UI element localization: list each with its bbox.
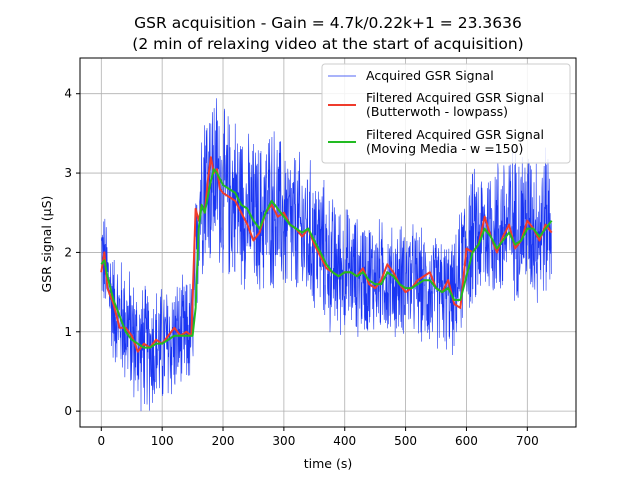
- x-axis-ticks: 0 100 200 300 400 500 600 700: [97, 427, 539, 448]
- y-tick-label: 0: [64, 404, 72, 418]
- legend: Acquired GSR Signal Filtered Acquired GS…: [321, 63, 571, 164]
- axes-frame: [79, 57, 577, 428]
- y-tick-label: 4: [64, 87, 72, 101]
- y-tick-label: 2: [64, 245, 72, 259]
- y-tick-label: 3: [64, 166, 72, 180]
- moving-media-filtered-line: [100, 168, 553, 349]
- x-tick-label: 600: [455, 434, 478, 448]
- y-tick-label: 1: [64, 325, 72, 339]
- chart-title: GSR acquisition - Gain = 4.7k/0.22k+1 = …: [134, 14, 522, 32]
- x-tick-label: 0: [97, 434, 105, 448]
- x-axis-label: time (s): [304, 456, 352, 471]
- legend-label-moving-media-line1: Filtered Acquired GSR Signal: [366, 127, 544, 142]
- y-axis-label: GSR signal (µS): [39, 196, 54, 293]
- x-tick-label: 100: [151, 434, 174, 448]
- legend-label-butterworth: Filtered Acquired GSR Signal (Butterwoth…: [366, 90, 548, 119]
- y-axis-ticks: 0 1 2 3 4: [64, 87, 80, 418]
- plot-series-group: [100, 98, 553, 412]
- x-tick-label: 500: [394, 434, 417, 448]
- legend-label-moving-media: Filtered Acquired GSR Signal (Moving Med…: [366, 127, 548, 156]
- plot-area: [100, 98, 553, 412]
- legend-label-butterworth-line1: Filtered Acquired GSR Signal: [366, 90, 544, 105]
- legend-box: [321, 63, 571, 164]
- legend-label-butterworth-line2: (Butterwoth - lowpass): [366, 104, 508, 119]
- x-tick-label: 200: [212, 434, 235, 448]
- legend-label-acquired: Acquired GSR Signal: [366, 68, 494, 83]
- x-tick-label: 400: [333, 434, 356, 448]
- legend-label-moving-media-line2: (Moving Media - w =150): [366, 141, 523, 156]
- x-tick-label: 300: [272, 434, 295, 448]
- chart-subtitle: (2 min of relaxing video at the start of…: [132, 35, 523, 53]
- x-tick-label: 700: [516, 434, 539, 448]
